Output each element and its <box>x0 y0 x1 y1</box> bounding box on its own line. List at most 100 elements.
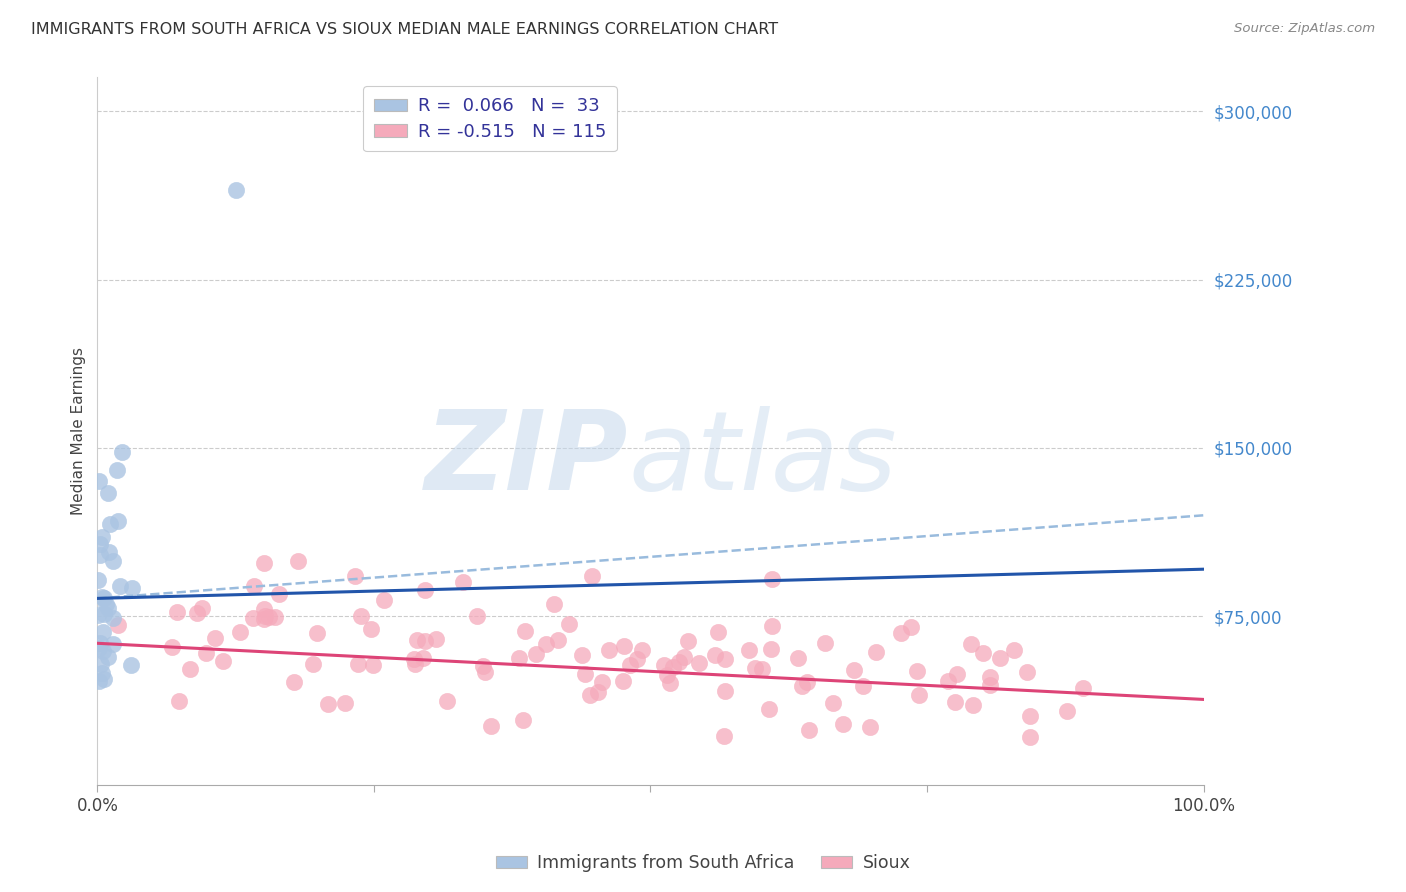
Point <box>688 656 710 670</box>
Point <box>821 696 844 710</box>
Point <box>668 655 690 669</box>
Point <box>796 675 818 690</box>
Point <box>93 607 115 622</box>
Point <box>832 717 855 731</box>
Text: IMMIGRANTS FROM SOUTH AFRICA VS SIOUX MEDIAN MALE EARNINGS CORRELATION CHART: IMMIGRANTS FROM SOUTH AFRICA VS SIOUX ME… <box>31 22 778 37</box>
Point <box>467 609 489 624</box>
Point <box>121 581 143 595</box>
Point <box>167 694 190 708</box>
Point <box>363 657 385 672</box>
Point <box>91 666 114 681</box>
Point <box>574 666 596 681</box>
Point <box>269 586 291 600</box>
Point <box>662 659 685 673</box>
Point <box>302 657 325 671</box>
Point <box>787 651 810 665</box>
Point <box>90 657 112 672</box>
Point <box>908 688 931 702</box>
Point <box>474 665 496 679</box>
Point <box>543 597 565 611</box>
Point <box>87 573 110 587</box>
Point <box>194 646 217 660</box>
Point <box>333 696 356 710</box>
Point <box>436 694 458 708</box>
Point <box>842 663 865 677</box>
Point <box>94 597 117 611</box>
Point <box>91 530 114 544</box>
Point <box>979 678 1001 692</box>
Point <box>626 652 648 666</box>
Point <box>103 554 125 568</box>
Point <box>1017 665 1039 680</box>
Point <box>672 650 695 665</box>
Point <box>814 636 837 650</box>
Point <box>714 652 737 666</box>
Point <box>97 544 120 558</box>
Point <box>287 554 309 568</box>
Point <box>758 702 780 716</box>
Point <box>111 445 134 459</box>
Point <box>98 516 121 531</box>
Point <box>413 583 436 598</box>
Point <box>305 625 328 640</box>
Point <box>229 625 252 640</box>
Point <box>97 601 120 615</box>
Point <box>242 610 264 624</box>
Point <box>425 632 447 646</box>
Point <box>257 609 280 624</box>
Point <box>404 652 426 666</box>
Point <box>654 657 676 672</box>
Point <box>89 673 111 688</box>
Point <box>900 620 922 634</box>
Point <box>253 556 276 570</box>
Point <box>346 657 368 671</box>
Point <box>945 695 967 709</box>
Point <box>512 713 534 727</box>
Point <box>97 486 120 500</box>
Point <box>93 672 115 686</box>
Point <box>905 665 928 679</box>
Point <box>87 640 110 655</box>
Point <box>759 642 782 657</box>
Text: atlas: atlas <box>628 406 897 513</box>
Point <box>107 618 129 632</box>
Point <box>120 658 142 673</box>
Point <box>179 662 201 676</box>
Point <box>97 649 120 664</box>
Point <box>581 569 603 583</box>
Point <box>579 688 602 702</box>
Point <box>619 657 641 672</box>
Point <box>591 675 613 690</box>
Point <box>613 639 636 653</box>
Point <box>101 611 124 625</box>
Point <box>558 617 581 632</box>
Point <box>972 646 994 660</box>
Point <box>479 719 502 733</box>
Point <box>960 637 983 651</box>
Point <box>962 698 984 713</box>
Point <box>547 633 569 648</box>
Point <box>350 609 373 624</box>
Y-axis label: Median Male Earnings: Median Male Earnings <box>72 347 86 515</box>
Point <box>413 634 436 648</box>
Point <box>412 650 434 665</box>
Point <box>91 625 114 640</box>
Point <box>946 666 969 681</box>
Point <box>865 645 887 659</box>
Point <box>91 643 114 657</box>
Point <box>751 662 773 676</box>
Point <box>707 624 730 639</box>
Point <box>852 679 875 693</box>
Point <box>676 634 699 648</box>
Point <box>524 647 547 661</box>
Point <box>659 676 682 690</box>
Point <box>571 648 593 663</box>
Point <box>859 720 882 734</box>
Point <box>89 537 111 551</box>
Legend: Immigrants from South Africa, Sioux: Immigrants from South Africa, Sioux <box>489 847 917 879</box>
Point <box>93 591 115 605</box>
Point <box>204 632 226 646</box>
Point <box>89 548 111 562</box>
Point <box>243 579 266 593</box>
Point <box>166 605 188 619</box>
